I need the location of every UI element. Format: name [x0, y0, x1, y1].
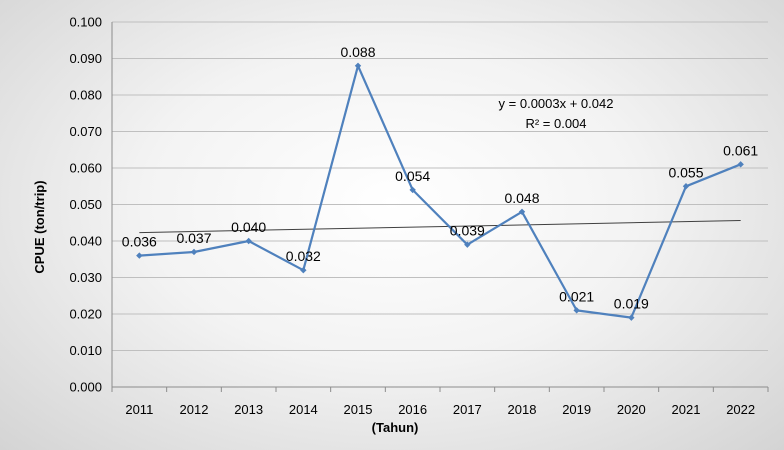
y-tick-label: 0.100: [69, 15, 102, 30]
x-axis-title: (Tahun): [372, 420, 419, 435]
data-point: [409, 186, 416, 194]
y-tick-label: 0.020: [69, 307, 102, 322]
gridlines: [112, 21, 768, 351]
x-tick-label: 2013: [234, 402, 263, 417]
data-point: [573, 307, 580, 314]
data-label: 0.055: [668, 164, 703, 180]
data-point: [464, 241, 471, 248]
y-axis-title: CPUE (ton/trip): [32, 180, 47, 273]
x-tick-label: 2017: [453, 402, 482, 417]
x-axis-ticks: 2011 2012 2013 2014 2015 2016 2017 2018 2019 2020…: [125, 402, 755, 417]
data-label: 0.040: [231, 219, 266, 235]
data-label: 0.061: [723, 142, 758, 158]
y-tick-label: 0.080: [69, 88, 102, 103]
trendline-equation: y = 0.0003x + 0.042: [499, 96, 614, 111]
series-line: [139, 64, 742, 319]
y-axis-ticks: 0.000 0.010 0.020 0.030 0.040 0.050 0.060 0.070…: [69, 15, 102, 395]
data-label: 0.037: [176, 230, 211, 246]
x-tick-label: 2020: [617, 402, 646, 417]
data-label: 0.039: [450, 223, 485, 239]
trendline-line: [139, 220, 741, 234]
x-tick-label: 2019: [562, 402, 591, 417]
data-label: 0.021: [559, 288, 594, 304]
y-tick-label: 0.030: [69, 270, 102, 285]
x-tick-label: 2015: [344, 402, 373, 417]
data-point: [245, 237, 252, 245]
x-tick-label: 2021: [672, 402, 701, 417]
x-tick-label: 2014: [289, 402, 318, 417]
data-label: 0.019: [614, 296, 649, 312]
x-tick-label: 2011: [125, 402, 153, 417]
y-tick-label: 0.060: [69, 161, 102, 176]
y-tick-label: 0.010: [69, 343, 102, 358]
x-tick-label: 2016: [398, 402, 427, 417]
y-tick-label: 0.040: [69, 234, 102, 249]
y-tick-label: 0.070: [69, 124, 102, 139]
data-label: 0.048: [504, 190, 539, 206]
series-cpue: [136, 62, 744, 321]
axes: [111, 22, 769, 392]
y-tick-label: 0.000: [69, 380, 102, 395]
data-point: [300, 267, 307, 274]
x-tick-label: 2018: [508, 402, 537, 417]
data-point: [518, 208, 526, 215]
data-point: [682, 183, 690, 190]
data-label: 0.054: [395, 168, 430, 184]
data-point: [628, 314, 635, 321]
trendline: [139, 220, 741, 234]
data-point: [136, 252, 143, 259]
x-tick-label: 2022: [726, 402, 755, 417]
trendline-r-squared: R² = 0.004: [525, 116, 586, 131]
data-labels: 0.036 0.037 0.040 0.032 0.088 0.054 0.039 0.048…: [122, 44, 759, 312]
data-label: 0.036: [122, 234, 157, 250]
data-point: [354, 62, 362, 69]
data-label: 0.032: [286, 248, 321, 264]
data-point: [737, 161, 744, 168]
x-tick-label: 2012: [180, 402, 209, 417]
data-point: [190, 248, 198, 256]
y-tick-label: 0.090: [69, 51, 102, 66]
data-label: 0.088: [340, 44, 375, 60]
y-tick-label: 0.050: [69, 197, 102, 212]
